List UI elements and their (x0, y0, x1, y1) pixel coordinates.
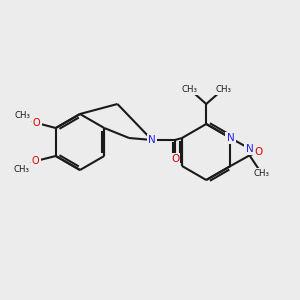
Text: CH₃: CH₃ (215, 85, 231, 94)
Text: N: N (148, 135, 156, 145)
Text: O: O (254, 147, 262, 157)
Text: CH₃: CH₃ (181, 85, 197, 94)
Text: N: N (246, 144, 254, 154)
Text: CH₃: CH₃ (254, 169, 269, 178)
Text: O: O (171, 154, 179, 164)
Text: O: O (33, 118, 40, 128)
Text: O: O (32, 156, 40, 166)
Text: N: N (226, 133, 234, 143)
Text: CH₃: CH₃ (14, 164, 30, 173)
Text: CH₃: CH₃ (15, 110, 31, 119)
